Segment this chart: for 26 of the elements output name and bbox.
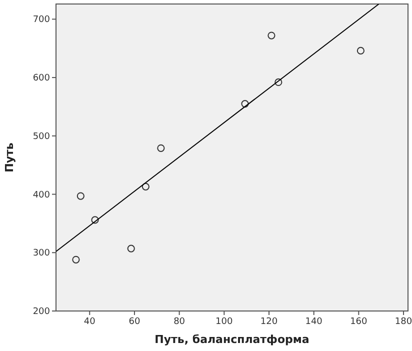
point [274,78,282,86]
point [72,256,80,264]
point [157,144,165,152]
x-tick-label: 180 [394,317,412,327]
x-tick-label: 40 [84,317,96,327]
point [127,244,135,252]
y-tick-label: 500 [32,132,50,142]
point [91,216,99,224]
x-tick-label: 60 [128,317,140,327]
y-tick-label: 600 [32,74,50,84]
point [142,182,150,190]
y-axis-title: Путь [3,142,16,172]
point [268,32,276,40]
point [241,100,249,108]
point [76,192,84,200]
x-tick-label: 120 [260,317,278,327]
x-tick-label: 160 [350,317,368,327]
x-tick-label: 140 [305,317,323,327]
y-tick-label: 700 [32,15,50,26]
x-tick-label: 100 [216,317,234,327]
point [356,46,364,54]
y-tick-label: 300 [32,248,50,259]
x-axis-title: Путь, балансплатформа [154,333,310,346]
y-tick-label: 400 [32,190,50,200]
x-tick-label: 80 [174,317,186,327]
y-tick-label: 200 [32,307,50,317]
